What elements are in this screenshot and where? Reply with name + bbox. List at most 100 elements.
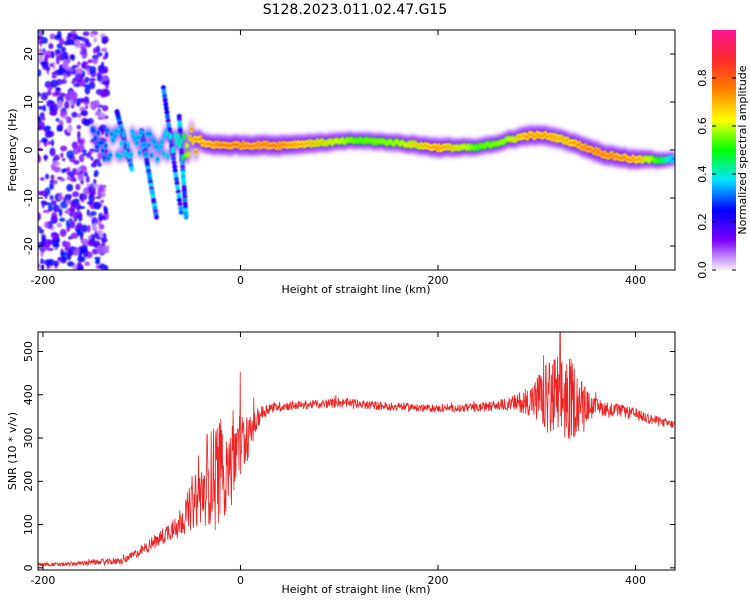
noise-blob [95, 45, 101, 54]
noise-blob [77, 61, 81, 66]
noise-blob [52, 103, 59, 112]
noise-blob [103, 205, 107, 211]
noise-blob [49, 182, 54, 190]
track-core-blob [187, 152, 191, 157]
noise-blob [55, 55, 60, 65]
noise-blob [58, 208, 63, 217]
track-core-blob [142, 142, 146, 147]
noise-blob [59, 217, 66, 222]
track-core-blob [160, 140, 164, 144]
snr-x-label: Height of straight line (km) [281, 583, 430, 596]
noise-blob [78, 154, 85, 163]
streak-blob [183, 214, 189, 220]
noise-blob [100, 128, 105, 135]
noise-blob [53, 242, 60, 248]
noise-blob [101, 40, 108, 44]
noise-blob [52, 260, 60, 267]
streak-blob [173, 172, 179, 178]
noise-blob [47, 140, 52, 145]
noise-blob [77, 113, 82, 118]
noise-blob [44, 221, 49, 229]
noise-blob [96, 52, 103, 57]
noise-blob [70, 54, 75, 61]
noise-blob [51, 71, 56, 76]
track-core-blob [169, 134, 173, 139]
noise-blob [38, 48, 43, 52]
noise-blob [55, 87, 61, 91]
noise-blob [62, 60, 69, 68]
noise-blob [40, 251, 44, 257]
track-core-blob [92, 128, 96, 132]
noise-blob [89, 33, 95, 38]
noise-blob [54, 49, 62, 55]
colorbar-tick-label: 0.6 [696, 117, 709, 135]
noise-blob [86, 200, 93, 206]
noise-blob [87, 239, 94, 246]
noise-blob [95, 245, 104, 254]
track-core-blob [185, 143, 189, 148]
noise-blob [64, 101, 70, 109]
streak-blob [129, 166, 135, 172]
streak-blob [178, 205, 184, 211]
noise-blob [38, 69, 42, 77]
track-core-blob [108, 153, 112, 157]
y-tick-label: -10 [22, 189, 35, 207]
noise-blob [101, 105, 109, 112]
noise-blob [61, 157, 66, 162]
noise-blob [82, 152, 87, 157]
noise-blob [101, 47, 108, 53]
track-core-blob [116, 153, 119, 157]
noise-blob [88, 77, 96, 82]
streak-blob [172, 168, 178, 174]
snr-frame [37, 331, 676, 571]
colorbar-gradient [712, 30, 736, 270]
streak-blob [175, 184, 181, 190]
noise-blob [101, 80, 110, 85]
noise-blob [77, 144, 85, 153]
x-tick-label: -200 [30, 274, 55, 287]
noise-blob [60, 251, 68, 257]
noise-blob [98, 223, 105, 230]
noise-blob [80, 244, 88, 252]
streak-blob [173, 176, 179, 182]
spectrogram-track [90, 125, 675, 165]
spectrogram-y-axis: -20 -10 0 10 20 [22, 47, 675, 255]
noise-blob [93, 201, 102, 210]
track-core-blob [113, 134, 116, 138]
snr-series [38, 332, 675, 568]
y-tick-label: 300 [22, 428, 35, 449]
streak-blob [160, 85, 166, 91]
noise-blob [59, 228, 67, 237]
noise-blob [44, 154, 48, 162]
y-tick-label: 20 [22, 47, 35, 61]
noise-blob [70, 202, 76, 212]
streak-blob [163, 105, 169, 111]
noise-blob [101, 76, 108, 83]
noise-blob [52, 160, 60, 167]
track-core-blob [136, 135, 140, 140]
track-core-blob [178, 143, 182, 147]
track-core-blob [182, 134, 186, 139]
noise-blob [99, 89, 108, 97]
track-core-blob [135, 140, 139, 145]
streak-blob [176, 197, 182, 203]
noise-blob [67, 124, 73, 133]
noise-blob [58, 124, 63, 132]
noise-blob [60, 79, 67, 84]
track-core-blob [190, 127, 193, 131]
noise-blob [83, 171, 88, 177]
noise-blob [79, 42, 86, 51]
noise-blob [68, 220, 76, 229]
noise-blob [71, 111, 78, 118]
noise-blob [50, 139, 55, 147]
noise-blob [38, 139, 42, 144]
noise-blob [59, 64, 63, 72]
streak-blob [154, 214, 160, 220]
noise-blob [62, 256, 67, 262]
noise-blob [40, 200, 48, 205]
noise-blob [38, 34, 44, 41]
streak-blob [165, 114, 171, 120]
track-core-blob [172, 147, 176, 151]
noise-blob [73, 198, 80, 204]
